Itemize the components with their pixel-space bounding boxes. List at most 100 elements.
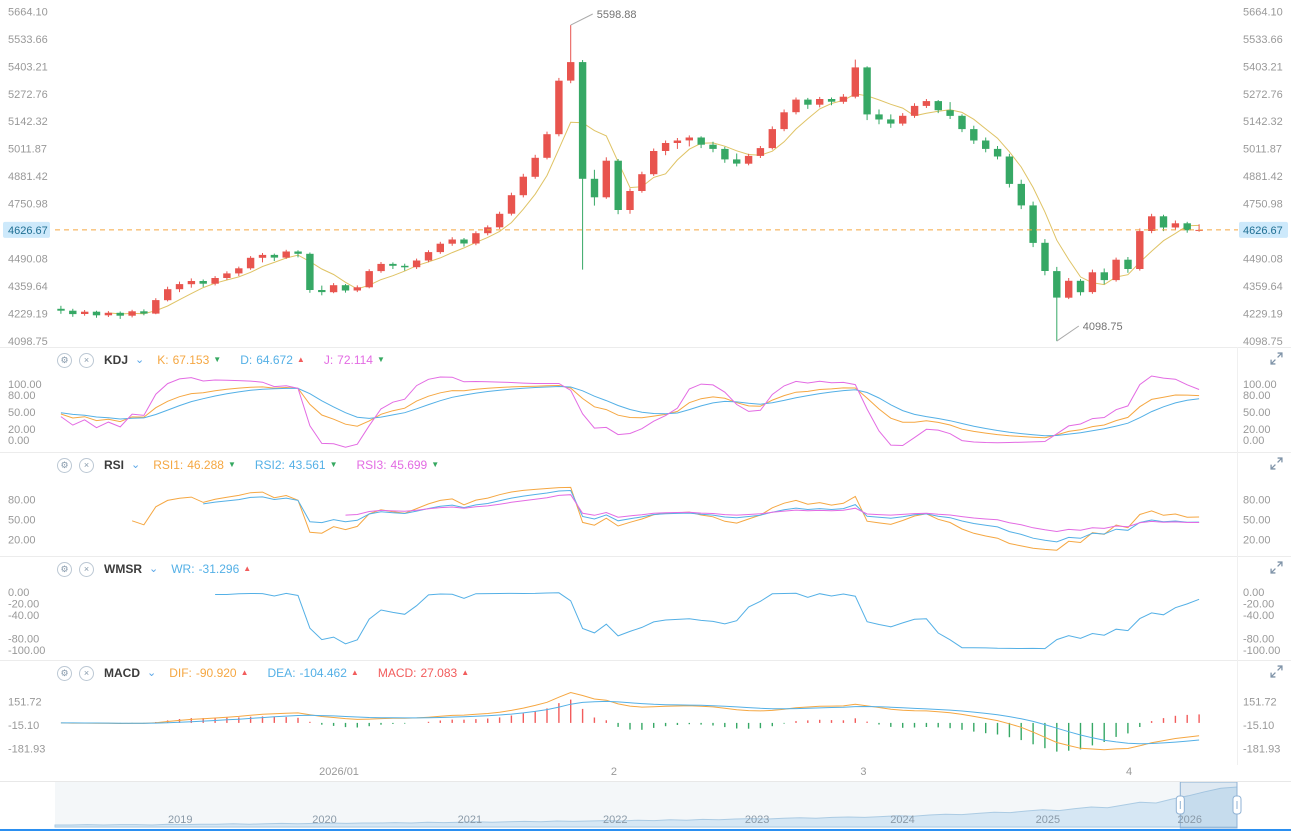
rsi2-value: 43.561 [288,458,326,472]
wr-value: -31.296 [198,562,240,576]
svg-text:5142.32: 5142.32 [8,116,48,128]
svg-text:-20.00: -20.00 [1243,599,1274,611]
rsi-indicator-name[interactable]: RSI [104,458,125,472]
close-icon[interactable]: × [79,665,94,681]
rsi1-value: 46.288 [187,458,224,472]
close-icon[interactable]: × [79,561,94,577]
svg-text:-40.00: -40.00 [8,610,39,622]
down-arrow-icon: ▼ [376,355,385,364]
svg-text:0.00: 0.00 [8,587,29,599]
rsi-panel-header: ⚙ × RSI ⌄ RSI1: 46.288 ▼ RSI2: 43.561 ▼ … [0,453,1291,477]
svg-text:4098.75: 4098.75 [1243,336,1283,347]
chevron-down-icon[interactable]: ⌄ [131,459,141,471]
kdj-indicator-name[interactable]: KDJ [104,353,129,367]
svg-text:4359.64: 4359.64 [8,281,48,293]
svg-text:4098.75: 4098.75 [8,336,48,347]
svg-text:20.00: 20.00 [1243,535,1271,547]
svg-text:-80.00: -80.00 [8,633,39,645]
rsi2-readout: RSI2: 43.561 ▼ [255,458,338,472]
svg-text:4098.75: 4098.75 [1083,321,1123,333]
svg-text:151.72: 151.72 [8,696,42,708]
svg-text:5403.21: 5403.21 [8,61,48,73]
main-candlestick-chart[interactable]: 5664.10 5664.10 5533.66 5533.66 5403.21 5403.… [0,0,1291,347]
svg-text:50.00: 50.00 [1243,515,1271,527]
svg-text:50.00: 50.00 [1243,407,1271,419]
chevron-down-icon[interactable]: ⌄ [135,354,145,366]
svg-text:5533.66: 5533.66 [8,34,48,46]
close-icon[interactable]: × [79,457,94,473]
macd-label: MACD: [377,666,417,680]
svg-text:100.00: 100.00 [1243,379,1277,391]
d-label: D: [240,353,253,367]
dea-readout: DEA: -104.462 ▲ [268,666,359,680]
dea-label: DEA: [267,666,296,680]
svg-text:5403.21: 5403.21 [1243,61,1283,73]
time-axis-label: 4 [1126,766,1133,778]
svg-text:80.00: 80.00 [1243,495,1271,507]
svg-text:0.00: 0.00 [1243,587,1264,599]
svg-text:20.00: 20.00 [8,535,36,547]
svg-text:5664.10: 5664.10 [8,6,48,18]
svg-text:4626.67: 4626.67 [8,225,48,237]
rsi3-value: 45.699 [390,458,428,472]
axis-divider [1237,347,1238,765]
nav-year-label: 2026 [1177,814,1202,826]
navigator-plot[interactable] [0,782,1291,831]
svg-text:5598.88: 5598.88 [597,9,637,21]
wmsr-indicator-name[interactable]: WMSR [104,562,142,576]
rsi1-readout: RSI1: 46.288 ▼ [153,458,236,472]
wmsr-panel: ⚙ × WMSR ⌄ WR: -31.296 ▲ 0.00 0.00 -20.00-… [0,556,1291,660]
svg-text:-80.00: -80.00 [1243,633,1274,645]
kdj-panel: ⚙ × KDJ ⌄ K: 67.153 ▼ D: 64.672 ▲ J: 72.… [0,347,1291,452]
macd-panel-header: ⚙ × MACD ⌄ DIF: -90.920 ▲ DEA: -104.462 … [0,661,1291,685]
svg-text:50.00: 50.00 [8,407,36,419]
expand-icon[interactable] [1270,457,1284,471]
macd-readout: MACD: 27.083 ▲ [378,666,469,680]
navigator-selection[interactable] [1179,782,1238,829]
wmsr-plot[interactable]: 0.00 0.00-20.00 -20.00-40.00 -40.00-80.00 -8… [0,581,1291,661]
kdj-j-readout: J: 72.114 ▼ [324,353,385,367]
expand-icon[interactable] [1270,665,1284,679]
svg-text:151.72: 151.72 [1243,696,1277,708]
svg-text:5011.87: 5011.87 [1243,144,1282,156]
nav-year-label: 2020 [312,814,337,826]
kdj-k-readout: K: 67.153 ▼ [157,353,221,367]
rsi3-readout: RSI3: 45.699 ▼ [357,458,440,472]
down-arrow-icon: ▼ [213,355,222,364]
candlestick-plot[interactable]: 5664.10 5664.10 5533.66 5533.66 5403.21 5403.… [0,0,1291,347]
svg-text:4359.64: 4359.64 [1243,281,1283,293]
chevron-down-icon[interactable]: ⌄ [149,563,159,575]
up-arrow-icon: ▲ [240,668,249,677]
rsi-plot[interactable]: 80.00 80.00 50.00 50.00 20.00 20.00 [0,477,1291,557]
settings-icon[interactable]: ⚙ [57,561,72,577]
macd-plot[interactable]: 151.72 151.72 -15.10 -15.10 -181.93 -181.93 [0,685,1291,766]
settings-icon[interactable]: ⚙ [57,665,72,681]
svg-text:4626.67: 4626.67 [1243,225,1283,237]
svg-text:5272.76: 5272.76 [1243,89,1283,101]
svg-text:0.00: 0.00 [8,435,29,447]
svg-text:5533.66: 5533.66 [1243,34,1283,46]
rsi-panel: ⚙ × RSI ⌄ RSI1: 46.288 ▼ RSI2: 43.561 ▼ … [0,452,1291,556]
svg-text:80.00: 80.00 [8,495,36,507]
svg-text:-181.93: -181.93 [8,744,45,756]
svg-text:-100.00: -100.00 [1243,645,1280,657]
expand-icon[interactable] [1270,352,1284,366]
time-axis: 2026/01 2 3 4 [0,765,1291,781]
date-range-navigator[interactable]: 2019 2020 2021 2022 2023 2024 2025 2026 [0,781,1291,831]
wr-label: WR: [171,562,195,576]
expand-icon[interactable] [1270,561,1284,575]
svg-text:4229.19: 4229.19 [8,309,48,321]
svg-text:50.00: 50.00 [8,515,36,527]
svg-text:20.00: 20.00 [8,424,36,436]
close-icon[interactable]: × [79,352,94,368]
chevron-down-icon[interactable]: ⌄ [147,667,157,679]
macd-indicator-name[interactable]: MACD [104,666,140,680]
svg-text:100.00: 100.00 [8,379,42,391]
settings-icon[interactable]: ⚙ [57,352,72,368]
dea-value: -104.462 [299,666,347,680]
settings-icon[interactable]: ⚙ [57,457,72,473]
up-arrow-icon: ▲ [461,668,470,677]
dif-readout: DIF: -90.920 ▲ [169,666,248,680]
